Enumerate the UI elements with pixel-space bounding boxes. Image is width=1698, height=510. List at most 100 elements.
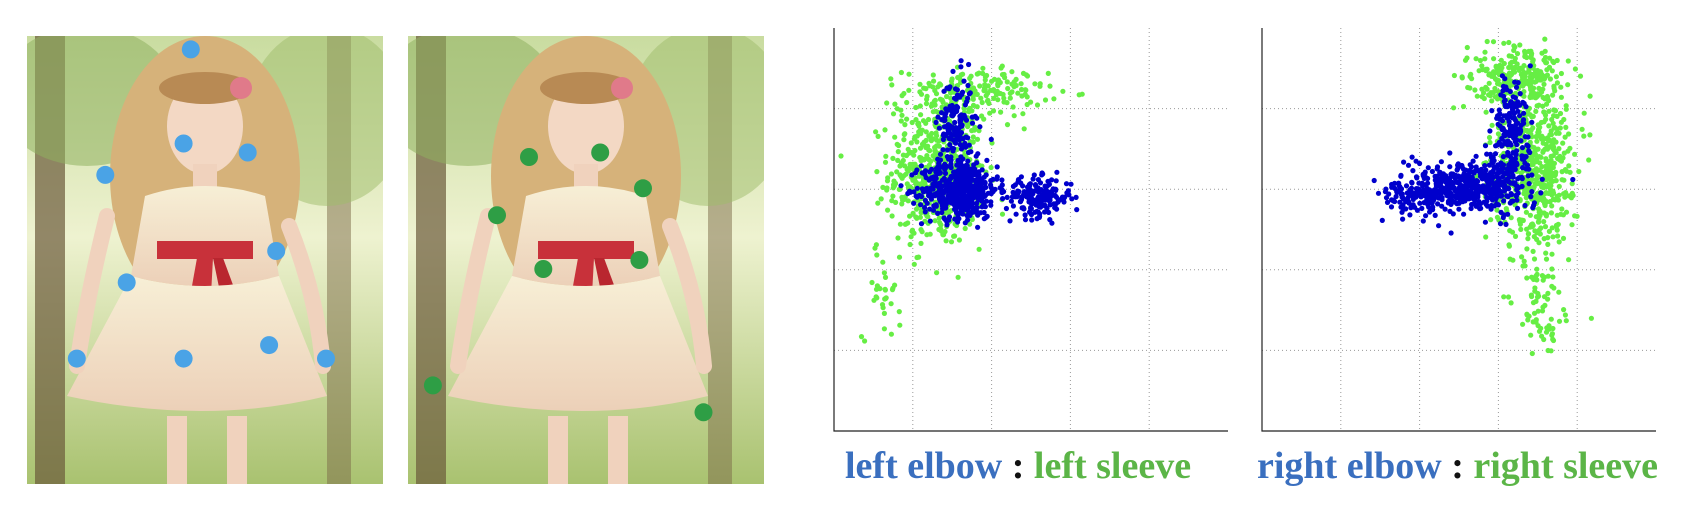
scatter-point-elbow (951, 191, 957, 197)
scatter-point-sleeve (1527, 212, 1533, 218)
scatter-point-sleeve (1543, 213, 1549, 219)
scatter-point-elbow (1514, 183, 1521, 190)
scatter-point-sleeve (1562, 134, 1568, 140)
scatter-point-sleeve (913, 206, 920, 212)
scatter-point-sleeve (1588, 315, 1594, 321)
scatter-point-sleeve (895, 149, 901, 155)
scatter-point-sleeve (918, 227, 924, 233)
scatter-point-sleeve (1536, 77, 1542, 83)
sleeve-marker-1 (591, 143, 610, 162)
photo-sleeve-landmarks-art (408, 36, 764, 484)
scatter-point-sleeve (1531, 145, 1537, 151)
scatter-point-elbow (942, 216, 948, 222)
scatter-point-elbow (1068, 181, 1074, 187)
scatter-point-elbow (1522, 202, 1528, 209)
scatter-point-sleeve (1566, 257, 1572, 263)
scatter-point-sleeve (897, 172, 903, 178)
scatter-point-sleeve (1545, 296, 1551, 302)
scatter-point-sleeve (1556, 289, 1562, 295)
scatter-point-sleeve (901, 195, 907, 201)
scatter-point-sleeve (1528, 156, 1534, 162)
scatter-point-elbow (1069, 196, 1075, 202)
scatter-point-elbow (968, 174, 974, 180)
scatter-point-elbow (1505, 152, 1511, 158)
scatter-point-elbow (1490, 168, 1496, 174)
scatter-point-elbow (1513, 84, 1520, 90)
scatter-point-elbow (1511, 110, 1517, 116)
scatter-point-sleeve (1535, 91, 1541, 97)
scatter-point-elbow (1472, 183, 1478, 189)
scatter-point-sleeve (929, 130, 935, 137)
scatter-point-sleeve (1524, 275, 1530, 281)
joint-marker-4 (267, 242, 286, 260)
scatter-point-elbow (942, 170, 949, 176)
scatter-point-elbow (1410, 196, 1416, 202)
scatter-point-elbow (1394, 189, 1400, 195)
scatter-point-elbow (1517, 91, 1523, 97)
scatter-point-elbow (1507, 88, 1513, 95)
scatter-point-sleeve (858, 334, 865, 340)
scatter-point-elbow (1030, 190, 1036, 196)
scatter-point-sleeve (1522, 53, 1528, 60)
scatter-point-sleeve (888, 301, 894, 307)
scatter-point-elbow (1526, 166, 1532, 172)
scatter-point-elbow (940, 206, 946, 212)
scatter-point-elbow (979, 167, 985, 173)
scatter-point-elbow (927, 218, 933, 224)
scatter-point-elbow (1494, 142, 1500, 148)
scatter-point-sleeve (930, 72, 936, 78)
axis-lines (1261, 28, 1656, 432)
scatter-point-elbow (963, 162, 969, 168)
joint-marker-0 (181, 40, 200, 59)
scatter-point-elbow (937, 157, 943, 163)
scatter-point-elbow (941, 176, 947, 182)
scatter-point-sleeve (897, 322, 903, 328)
scatter-point-elbow (1521, 110, 1527, 116)
scatter-point-sleeve (998, 109, 1004, 115)
scatter-point-elbow (976, 172, 982, 178)
caption-right: right elbow : right sleeve (1257, 444, 1658, 488)
scatter-point-elbow (924, 188, 930, 194)
scatter-point-sleeve (913, 117, 919, 123)
scatter-point-sleeve (999, 211, 1006, 217)
scatter-point-sleeve (1531, 168, 1537, 174)
scatter-point-sleeve (952, 233, 958, 239)
scatter-point-sleeve (995, 97, 1001, 103)
scatter-point-sleeve (1532, 79, 1538, 85)
scatter-point-elbow (944, 147, 951, 153)
scatter-point-elbow (918, 221, 925, 227)
scatter-point-elbow (1448, 190, 1454, 196)
scatter-point-sleeve (889, 82, 895, 88)
scatter-point-elbow (1509, 161, 1515, 167)
scatter-point-sleeve (1553, 130, 1559, 136)
joint-marker-3 (96, 165, 115, 184)
scatter-point-elbow (960, 113, 966, 119)
scatter-point-sleeve (943, 238, 949, 244)
scatter-point-elbow (1420, 183, 1426, 189)
scatter-point-elbow (1400, 216, 1406, 222)
scatter-point-elbow (1505, 194, 1511, 200)
sleeve-marker-5 (630, 251, 649, 269)
scatter-point-sleeve (892, 134, 898, 140)
scatter-point-elbow (943, 202, 949, 208)
scatter-point-elbow (952, 86, 959, 92)
scatter-point-elbow (1413, 158, 1419, 164)
scatter-point-sleeve (1534, 277, 1540, 283)
scatter-point-sleeve (907, 241, 913, 248)
scatter-point-sleeve (1518, 170, 1524, 176)
scatter-point-elbow (1473, 153, 1479, 159)
scatter-point-sleeve (1546, 108, 1552, 114)
scatter-point-sleeve (1529, 350, 1535, 357)
scatter-point-elbow (952, 140, 959, 146)
scatter-point-sleeve (1550, 92, 1556, 98)
scatter-point-sleeve (1533, 180, 1539, 186)
scatter-point-elbow (1501, 198, 1507, 204)
scatter-point-sleeve (901, 173, 907, 179)
scatter-point-sleeve (908, 234, 914, 240)
scatter-point-sleeve (986, 100, 992, 106)
scatter-point-sleeve (1563, 124, 1569, 130)
scatter-point-elbow (1426, 199, 1433, 205)
scatter-point-elbow (918, 163, 924, 169)
scatter-point-elbow (956, 188, 962, 194)
scatter-point-elbow (1513, 152, 1519, 158)
